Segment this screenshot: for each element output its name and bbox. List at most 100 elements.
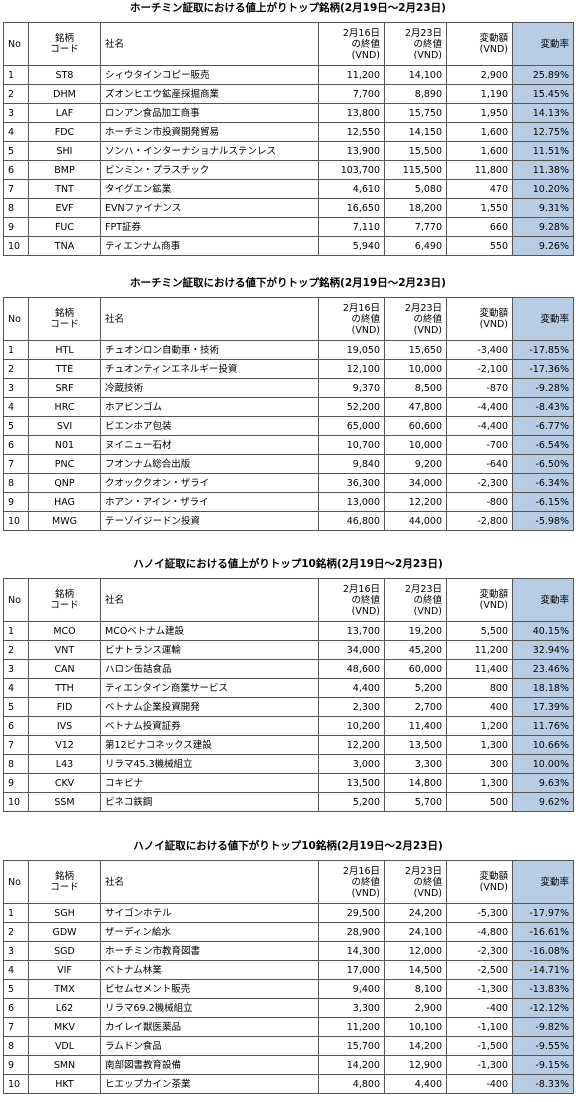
table-cell: ベトナム投資証券 bbox=[100, 716, 319, 736]
table-cell: 11,200 bbox=[446, 640, 513, 660]
table-cell: SVI bbox=[28, 416, 101, 436]
table-cell: 9,400 bbox=[318, 979, 385, 999]
table-cell: 19,050 bbox=[318, 340, 385, 360]
table-cell: 14,300 bbox=[318, 941, 385, 961]
table-cell: 6 bbox=[3, 160, 29, 180]
table-cell: -4,800 bbox=[446, 922, 513, 942]
table-cell: 14,800 bbox=[384, 773, 447, 793]
header-cell: 社名 bbox=[100, 578, 319, 622]
table-cell: 13,500 bbox=[384, 735, 447, 755]
table-cell: 13,700 bbox=[318, 621, 385, 641]
table-cell: ハロン缶詰食品 bbox=[100, 659, 319, 679]
table-cell: 1,190 bbox=[446, 84, 513, 104]
table-cell: -14.71% bbox=[512, 960, 574, 980]
table-cell: 11.76% bbox=[512, 716, 574, 736]
table-cell: 4 bbox=[3, 960, 29, 980]
table-cell: 11,400 bbox=[384, 716, 447, 736]
table-cell: 16,650 bbox=[318, 198, 385, 218]
table-section: ホーチミン証取における値下がりトップ銘柄(2月19日～2月23日) No 銘柄 コー… bbox=[3, 275, 574, 531]
table-cell: 15,650 bbox=[384, 340, 447, 360]
table-cell: 300 bbox=[446, 754, 513, 774]
header-cell: 変動額 (VND) bbox=[446, 860, 513, 904]
table-cell: 9 bbox=[3, 217, 29, 237]
table-cell: 2 bbox=[3, 922, 29, 942]
table-cell: 3 bbox=[3, 941, 29, 961]
table-cell: 6 bbox=[3, 435, 29, 455]
header-cell: 2月16日 の終値 (VND) bbox=[318, 297, 385, 341]
table-cell: 4,800 bbox=[318, 1074, 385, 1094]
table-row: 7 V12 第12ビナコネックス建設 12,200 13,500 1,300 10.66% bbox=[3, 735, 574, 755]
table-cell: 12,900 bbox=[384, 1055, 447, 1075]
table-cell: タイグエン鉱業 bbox=[100, 179, 319, 199]
table-cell: 14,100 bbox=[384, 65, 447, 85]
table-cell: 28,900 bbox=[318, 922, 385, 942]
table-cell: ベトナム企業投資開発 bbox=[100, 697, 319, 717]
table-cell: ロンアン食品加工商事 bbox=[100, 103, 319, 123]
table-cell: 4,400 bbox=[318, 678, 385, 698]
header-cell: 2月23日 の終値 (VND) bbox=[384, 297, 447, 341]
table-cell: EVF bbox=[28, 198, 101, 218]
table-cell: 10,100 bbox=[384, 1017, 447, 1037]
table-cell: -8.43% bbox=[512, 397, 574, 417]
table-cell: 10.00% bbox=[512, 754, 574, 774]
header-cell: 社名 bbox=[100, 860, 319, 904]
table-cell: -13.83% bbox=[512, 979, 574, 999]
table-cell: 9.62% bbox=[512, 792, 574, 812]
table-cell: -6.15% bbox=[512, 492, 574, 512]
table-cell: ビナトランス運輸 bbox=[100, 640, 319, 660]
table-row: 2 GDW ザーディン給水 28,900 24,100 -4,800 -16.61% bbox=[3, 922, 574, 942]
table-cell: 10,200 bbox=[318, 716, 385, 736]
table-cell: -9.28% bbox=[512, 378, 574, 398]
table-cell: 46,800 bbox=[318, 511, 385, 531]
table-cell: 4 bbox=[3, 397, 29, 417]
header-cell: 2月23日 の終値 (VND) bbox=[384, 860, 447, 904]
table-cell: -2,300 bbox=[446, 941, 513, 961]
table-cell: 10 bbox=[3, 511, 29, 531]
table-cell: 13,500 bbox=[318, 773, 385, 793]
table-cell: L62 bbox=[28, 998, 101, 1018]
table-cell: 1,550 bbox=[446, 198, 513, 218]
table-cell: 52,200 bbox=[318, 397, 385, 417]
table-cell: SMN bbox=[28, 1055, 101, 1075]
table-row: 2 VNT ビナトランス運輸 34,000 45,200 11,200 32.94% bbox=[3, 640, 574, 660]
header-cell: 銘柄 コード bbox=[28, 860, 101, 904]
table-cell: 660 bbox=[446, 217, 513, 237]
table-row: 3 SGD ホーチミン市教育図書 14,300 12,000 -2,300 -16.08% bbox=[3, 941, 574, 961]
table-row: 3 CAN ハロン缶詰食品 48,600 60,000 11,400 23.46% bbox=[3, 659, 574, 679]
table-cell: 2,900 bbox=[446, 65, 513, 85]
table-cell: 2 bbox=[3, 84, 29, 104]
table-cell: 2 bbox=[3, 359, 29, 379]
table-cell: -870 bbox=[446, 378, 513, 398]
table-cell: 2,300 bbox=[318, 697, 385, 717]
table-cell: ホーチミン市教育図書 bbox=[100, 941, 319, 961]
table-cell: TMX bbox=[28, 979, 101, 999]
table-cell: 17.39% bbox=[512, 697, 574, 717]
header-cell: 変動率 bbox=[512, 860, 574, 904]
table-cell: -4,400 bbox=[446, 397, 513, 417]
table-row: 10 MWG テーゾイジードン投資 46,800 44,000 -2,800 -5.98% bbox=[3, 511, 574, 531]
header-cell: 社名 bbox=[100, 297, 319, 341]
table-row: 5 FID ベトナム企業投資開発 2,300 2,700 400 17.39% bbox=[3, 697, 574, 717]
table-cell: 3 bbox=[3, 659, 29, 679]
table-cell: リラマ45.3機械組立 bbox=[100, 754, 319, 774]
table-cell: 4,400 bbox=[384, 1074, 447, 1094]
table-cell: サイゴンホテル bbox=[100, 903, 319, 923]
table-row: 6 IVS ベトナム投資証券 10,200 11,400 1,200 11.76% bbox=[3, 716, 574, 736]
table-row: 8 VDL ラムドン食品 15,700 14,200 -1,500 -9.55% bbox=[3, 1036, 574, 1056]
table-cell: -8.33% bbox=[512, 1074, 574, 1094]
table-cell: 5,700 bbox=[384, 792, 447, 812]
header-cell: 銘柄 コード bbox=[28, 578, 101, 622]
table-row: 9 CKV コキビナ 13,500 14,800 1,300 9.63% bbox=[3, 773, 574, 793]
table-cell: SHI bbox=[28, 141, 101, 161]
table-cell: 1 bbox=[3, 340, 29, 360]
table-cell: ビエンホア包装 bbox=[100, 416, 319, 436]
table-cell: -2,800 bbox=[446, 511, 513, 531]
table-cell: 7 bbox=[3, 735, 29, 755]
table-cell: 南部図書教育設備 bbox=[100, 1055, 319, 1075]
table-cell: 5 bbox=[3, 141, 29, 161]
table-cell: 10,000 bbox=[384, 435, 447, 455]
table-cell: 15,750 bbox=[384, 103, 447, 123]
table-cell: 1 bbox=[3, 621, 29, 641]
table-cell: 5 bbox=[3, 979, 29, 999]
